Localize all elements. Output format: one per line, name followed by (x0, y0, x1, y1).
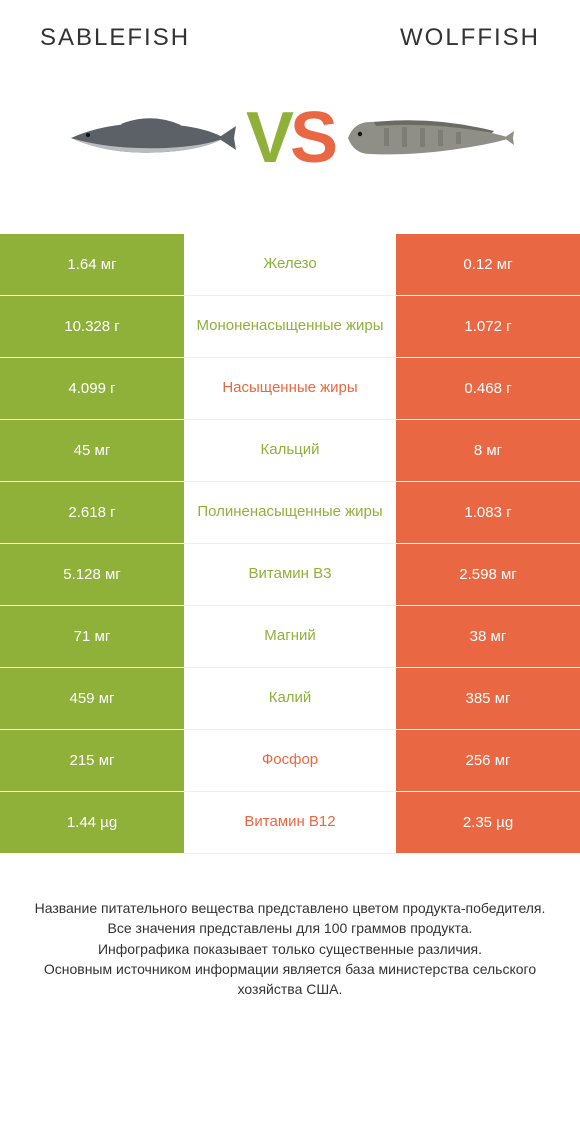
comparison-table: 1.64 мгЖелезо0.12 мг10.328 гМононенасыще… (0, 234, 580, 854)
value-left: 459 мг (0, 668, 184, 730)
nutrient-name: Витамин B3 (184, 544, 396, 606)
footer: Название питательного вещества представл… (0, 854, 580, 999)
value-right: 0.468 г (396, 358, 580, 420)
nutrient-name: Железо (184, 234, 396, 296)
value-right: 385 мг (396, 668, 580, 730)
title-left: Sablefish (40, 24, 190, 52)
table-row: 1.64 мгЖелезо0.12 мг (0, 234, 580, 296)
value-left: 10.328 г (0, 296, 184, 358)
title-right: Wolffish (400, 24, 540, 52)
nutrient-name: Калий (184, 668, 396, 730)
vs-label: VS (246, 97, 334, 179)
table-row: 71 мгМагний38 мг (0, 606, 580, 668)
footer-line: Все значения представлены для 100 граммо… (28, 918, 552, 938)
value-right: 1.072 г (396, 296, 580, 358)
wolffish-image (344, 88, 514, 188)
vs-s: S (290, 97, 334, 179)
footer-line: Название питательного вещества представл… (28, 898, 552, 918)
fish-icon (66, 108, 236, 168)
table-row: 1.44 µgВитамин B122.35 µg (0, 792, 580, 854)
value-left: 5.128 мг (0, 544, 184, 606)
footer-line: Инфографика показывает только существенн… (28, 939, 552, 959)
nutrient-name: Полиненасыщенные жиры (184, 482, 396, 544)
nutrient-name: Кальций (184, 420, 396, 482)
fish-icon (344, 108, 514, 168)
value-left: 4.099 г (0, 358, 184, 420)
table-row: 10.328 гМононенасыщенные жиры1.072 г (0, 296, 580, 358)
value-right: 1.083 г (396, 482, 580, 544)
value-left: 2.618 г (0, 482, 184, 544)
sablefish-image (66, 88, 236, 188)
value-left: 71 мг (0, 606, 184, 668)
vs-v: V (246, 97, 290, 179)
value-left: 1.44 µg (0, 792, 184, 854)
table-row: 45 мгКальций8 мг (0, 420, 580, 482)
nutrient-name: Витамин B12 (184, 792, 396, 854)
value-right: 8 мг (396, 420, 580, 482)
value-left: 1.64 мг (0, 234, 184, 296)
table-row: 459 мгКалий385 мг (0, 668, 580, 730)
table-row: 2.618 гПолиненасыщенные жиры1.083 г (0, 482, 580, 544)
value-right: 2.35 µg (396, 792, 580, 854)
header: Sablefish Wolffish (0, 0, 580, 52)
value-right: 0.12 мг (396, 234, 580, 296)
footer-line: Основным источником информации является … (28, 959, 552, 1000)
value-left: 45 мг (0, 420, 184, 482)
table-row: 4.099 гНасыщенные жиры0.468 г (0, 358, 580, 420)
value-right: 2.598 мг (396, 544, 580, 606)
table-row: 215 мгФосфор256 мг (0, 730, 580, 792)
hero: VS (0, 52, 580, 234)
value-right: 256 мг (396, 730, 580, 792)
table-row: 5.128 мгВитамин B32.598 мг (0, 544, 580, 606)
infographic: Sablefish Wolffish VS (0, 0, 580, 1144)
value-right: 38 мг (396, 606, 580, 668)
nutrient-name: Мононенасыщенные жиры (184, 296, 396, 358)
nutrient-name: Насыщенные жиры (184, 358, 396, 420)
nutrient-name: Фосфор (184, 730, 396, 792)
value-left: 215 мг (0, 730, 184, 792)
nutrient-name: Магний (184, 606, 396, 668)
